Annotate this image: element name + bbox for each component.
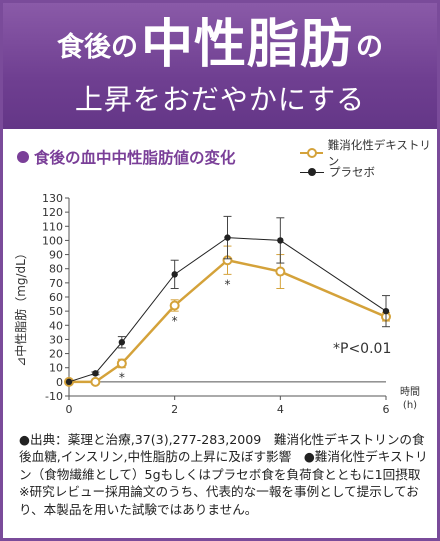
x-tick-label: 0 [66,403,73,416]
y-axis-label: ⊿中性脂肪（mg/dL） [13,247,28,367]
data-point-placebo [224,234,231,241]
x-tick-label: 2 [171,403,178,416]
y-tick-label: 80 [49,263,63,276]
legend-item-dextrin: 難消化性デキストリン [299,138,437,168]
chart-title-text: 食後の血中中性脂肪値の変化 [34,149,236,167]
data-point-dextrin [169,300,180,311]
x-axis: 0 2 4 6 [66,381,390,416]
x-tick-label: 4 [277,403,284,416]
legend: 難消化性デキストリン プラセボ [299,138,437,181]
y-tick-label: 70 [49,277,63,290]
x-axis-label-bottom: (h) [403,400,417,411]
legend-label-placebo: プラセボ [329,164,375,179]
series-layer: * * * [64,215,391,387]
headline-prefix: 食後の [56,32,138,63]
y-tick-label: 10 [49,362,63,375]
data-point-placebo [92,370,99,377]
significance-star: * [119,371,125,385]
filled-circle-icon [299,166,325,178]
data-point-placebo [118,339,126,346]
legend-label-dextrin: 難消化性デキストリン [327,137,431,168]
y-tick-label: 110 [42,220,63,233]
y-tick-label: -10 [45,390,63,403]
legend-item-placebo: プラセボ [299,162,437,181]
y-tick-label: 0 [56,376,63,389]
data-point-dextrin [90,376,101,387]
headline-suffix: の [356,32,383,63]
header-banner: 食後の 中性脂肪 の 上昇をおだやかにする [3,3,437,129]
headline-main: 中性脂肪 [140,15,353,75]
open-circle-icon [299,147,324,159]
y-tick-label: 130 [42,192,63,205]
headline: 食後の 中性脂肪 の [3,9,437,71]
y-tick-label: 50 [49,305,63,318]
subheadline: 上昇をおだやかにする [74,83,366,116]
data-point-dextrin [116,358,127,369]
data-point-placebo [277,237,284,244]
y-tick-label: 60 [49,291,63,304]
y-tick-label: 120 [42,206,63,219]
x-axis-label-top: 時間 [400,386,420,398]
significance-star: * [225,277,231,291]
x-tick-label: 6 [383,403,390,416]
y-tick-label: 100 [42,234,63,247]
data-point-placebo [382,307,390,315]
y-tick-label: 20 [49,348,63,361]
data-point-placebo [65,378,73,386]
chart-title: 食後の血中中性脂肪値の変化 [17,146,236,168]
data-point-placebo [171,271,178,278]
significance-note: *P<0.01 [333,341,391,357]
footnotes: ●出典：薬理と治療,37(3),277-283,2009 難消化性デキストリンの… [19,431,434,518]
y-tick-label: 90 [49,249,63,262]
bullet-icon [17,151,29,163]
significance-star: * [172,314,178,328]
y-tick-label: 40 [49,319,63,332]
footnote-text: ●出典：薬理と治療,37(3),277-283,2009 難消化性デキストリンの… [19,432,434,517]
data-point-dextrin [275,266,286,277]
y-tick-label: 30 [49,333,63,346]
